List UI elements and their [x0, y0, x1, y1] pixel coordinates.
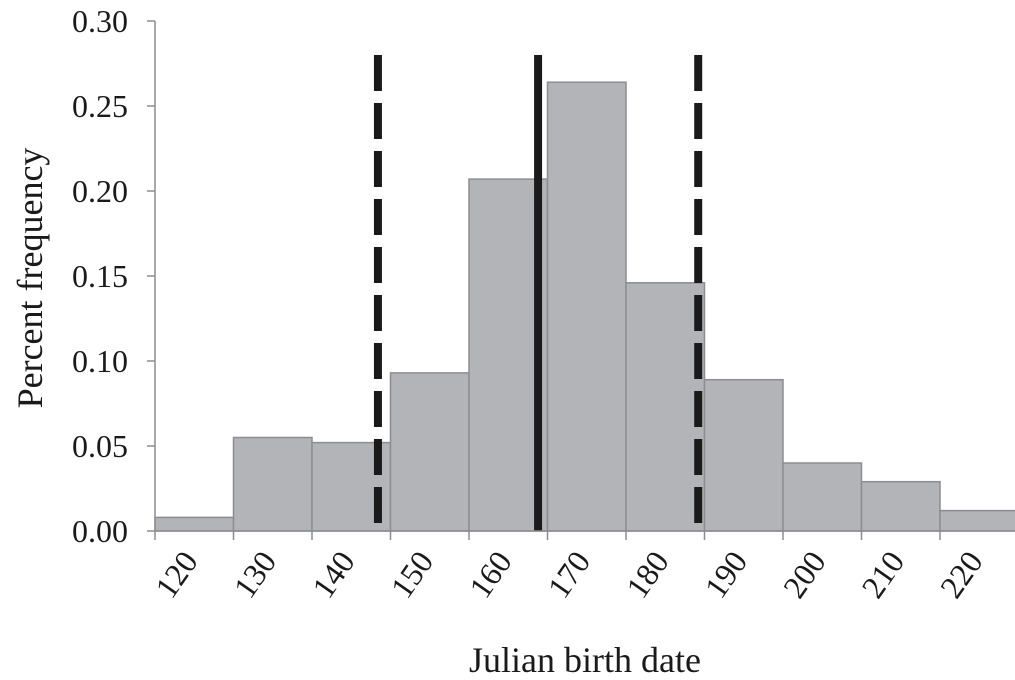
bar-120 [154, 516, 235, 532]
bar-170 [546, 81, 627, 532]
x-tick-labels: 120 130 140 150 160 170 180 190 200 210 220 [148, 544, 990, 604]
bar-150 [389, 372, 470, 532]
bar-190 [703, 378, 784, 532]
bar-210 [860, 480, 941, 532]
x-tick-label: 180 [619, 544, 676, 604]
x-tick-label: 160 [462, 544, 519, 604]
x-tick-label: 220 [933, 544, 990, 604]
x-tick-label: 120 [148, 544, 205, 604]
y-tick-labels: 0.00 0.05 0.10 0.15 0.20 0.25 0.30 [72, 3, 128, 549]
x-tick-label: 150 [383, 544, 440, 604]
bar-130 [232, 436, 313, 532]
y-axis-title: Percent frequency [10, 148, 50, 409]
bar-200 [782, 462, 863, 532]
y-tick-label: 0.00 [72, 513, 128, 549]
y-tick-label: 0.05 [72, 428, 128, 464]
bar-180 [625, 282, 706, 532]
x-tick-label: 170 [540, 544, 597, 604]
y-tick-label: 0.15 [72, 258, 128, 294]
x-tick-label: 140 [305, 544, 362, 604]
x-tick-label: 130 [226, 544, 283, 604]
x-tick-label: 190 [697, 544, 754, 604]
reference-lines-group [373, 55, 703, 531]
x-axis-title: Julian birth date [469, 640, 701, 680]
bars-group [154, 81, 1015, 532]
y-tick-label: 0.20 [72, 173, 128, 209]
y-tick-label: 0.25 [72, 88, 128, 124]
y-tick-label: 0.10 [72, 343, 128, 379]
x-tick-label: 210 [854, 544, 911, 604]
bar-220 [939, 509, 1015, 532]
axes-group [147, 20, 1015, 540]
x-tick-label: 200 [776, 544, 833, 604]
y-tick-label: 0.30 [72, 3, 128, 39]
